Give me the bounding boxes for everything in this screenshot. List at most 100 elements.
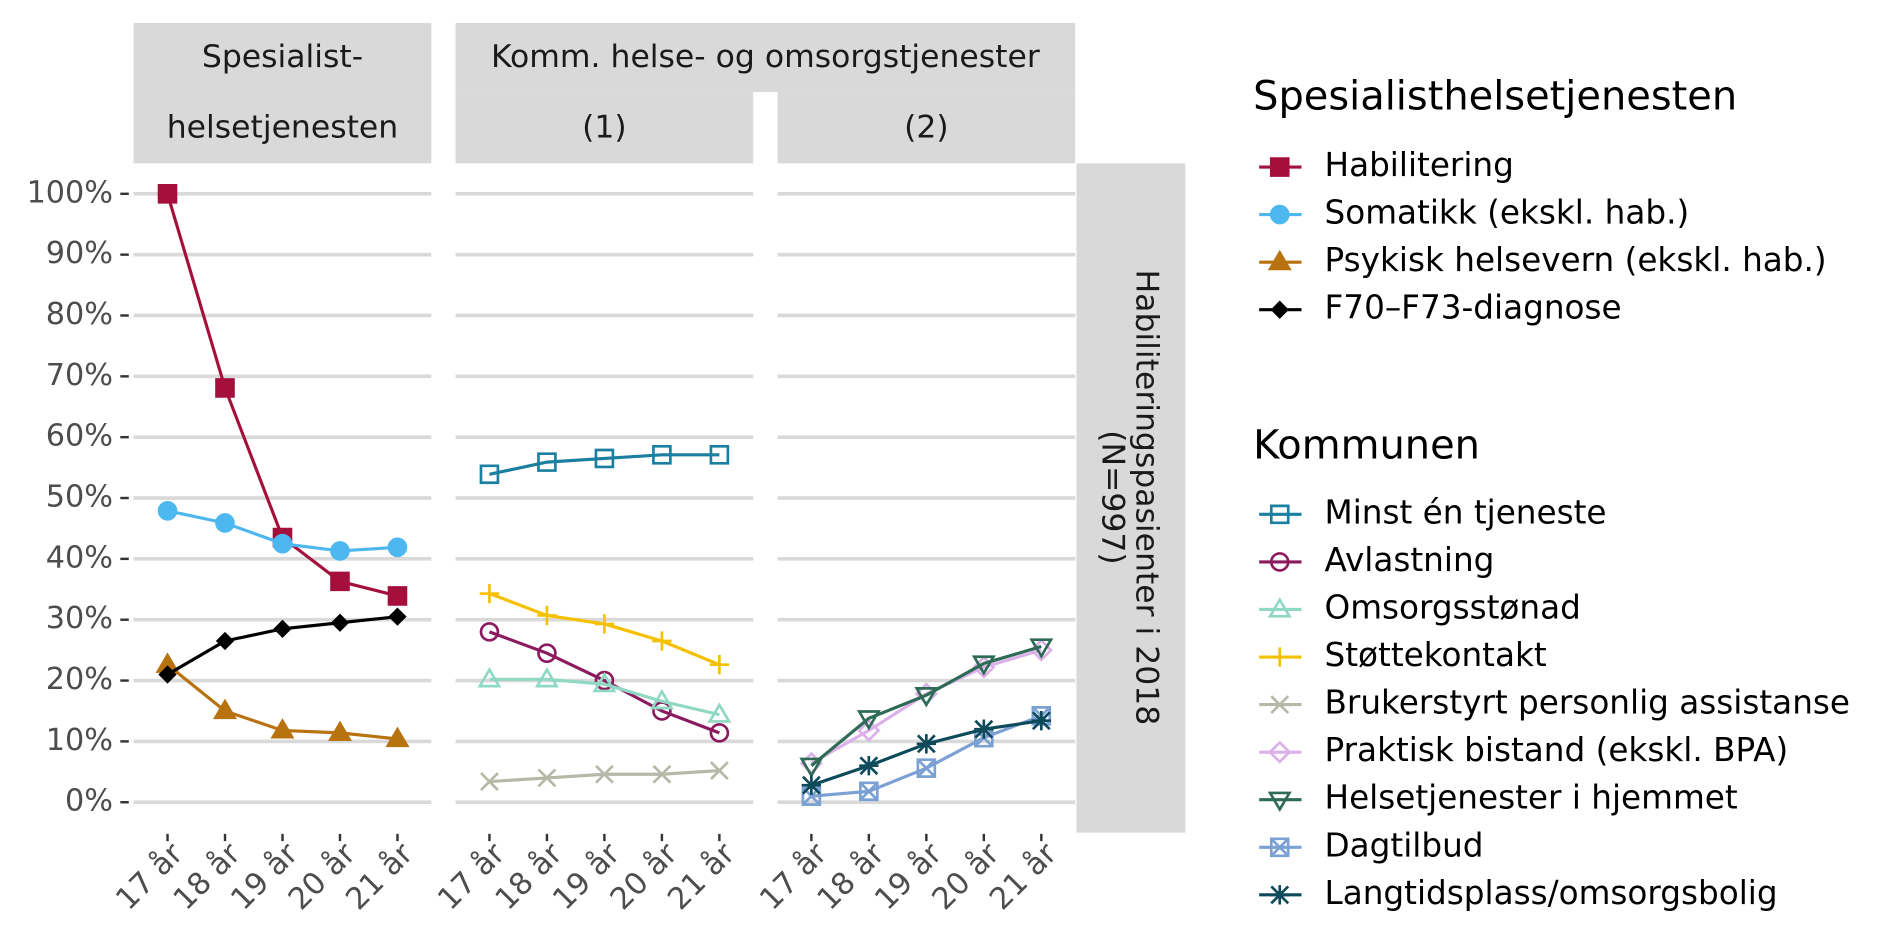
legend-key xyxy=(1269,837,1290,858)
legend-key xyxy=(1270,647,1290,667)
data-point xyxy=(480,772,499,791)
x-tick-label: 21 år xyxy=(339,836,420,917)
y-tick-label: 40% xyxy=(46,540,113,575)
legend-title: Kommunen xyxy=(1253,422,1480,468)
data-point xyxy=(537,605,557,626)
strip-label: (2) xyxy=(904,109,949,145)
data-point xyxy=(916,734,937,754)
data-point xyxy=(859,756,879,776)
legend-label: Somatikk (ekskl. hab.) xyxy=(1325,194,1690,232)
data-point xyxy=(272,533,293,554)
data-point xyxy=(270,718,295,739)
data-point xyxy=(709,655,730,675)
data-point xyxy=(974,719,994,739)
legend-label: Praktisk bistand (ekskl. BPA) xyxy=(1325,731,1789,769)
legend-label: Brukerstyrt personlig assistanse xyxy=(1325,684,1850,722)
data-point xyxy=(799,757,824,779)
legend-label: F70–F73-diagnose xyxy=(1325,289,1622,327)
legend-label: Psykisk helsevern (ekskl. hab.) xyxy=(1325,241,1827,279)
data-point xyxy=(537,768,557,788)
data-point xyxy=(652,631,672,651)
strip xyxy=(133,22,432,164)
legend-key xyxy=(1267,249,1292,271)
data-point xyxy=(330,571,350,592)
legend-label: Habilitering xyxy=(1325,146,1514,184)
data-point xyxy=(859,781,879,802)
data-point xyxy=(801,775,822,795)
series-line xyxy=(489,677,720,717)
data-point xyxy=(537,643,557,663)
data-point xyxy=(534,667,559,688)
data-point xyxy=(709,445,730,465)
data-point xyxy=(857,718,881,743)
data-point xyxy=(330,541,350,561)
legend-key xyxy=(1267,791,1292,813)
y-tick-label: 30% xyxy=(46,601,113,636)
legend-key xyxy=(1269,204,1290,225)
data-point xyxy=(709,761,729,781)
legend-key xyxy=(1267,597,1292,618)
legend-label: Omsorgsstønad xyxy=(1325,588,1581,626)
legend-label: Langtidsplass/omsorgsbolig xyxy=(1325,874,1778,912)
strip xyxy=(1076,163,1186,833)
strip-gap xyxy=(753,91,778,97)
data-point xyxy=(387,586,408,606)
data-point xyxy=(652,764,672,784)
data-point xyxy=(157,501,178,521)
data-point xyxy=(388,607,407,626)
data-point xyxy=(330,613,350,632)
data-point xyxy=(385,726,410,748)
strip-label: Spesialist- xyxy=(202,39,363,75)
y-tick-label: 90% xyxy=(46,236,113,271)
data-point xyxy=(212,698,238,720)
data-point xyxy=(594,448,615,469)
strip xyxy=(455,22,1076,95)
y-tick-label: 0% xyxy=(65,784,113,819)
y-tick-label: 50% xyxy=(46,480,113,515)
data-point xyxy=(595,764,614,784)
data-point xyxy=(652,701,672,721)
data-point xyxy=(215,631,235,651)
legend-label: Minst én tjeneste xyxy=(1325,493,1607,531)
legend-label: Dagtilbud xyxy=(1325,826,1484,864)
data-point xyxy=(1031,711,1052,731)
y-tick-label: 10% xyxy=(46,723,113,758)
data-point xyxy=(479,622,500,642)
strip-label: helsetjenesten xyxy=(167,109,398,145)
series-line xyxy=(811,714,1042,798)
legend-key xyxy=(1269,157,1290,177)
data-point xyxy=(709,723,730,743)
data-point xyxy=(594,614,615,634)
series-line xyxy=(810,644,1042,767)
data-point xyxy=(594,670,615,691)
data-point xyxy=(1029,638,1054,659)
legend-key xyxy=(1269,552,1290,572)
data-point xyxy=(215,378,235,398)
data-point xyxy=(387,537,408,558)
strip xyxy=(777,94,1076,164)
y-tick-label: 60% xyxy=(46,419,113,454)
data-point xyxy=(707,702,732,723)
data-point xyxy=(479,464,500,485)
data-point xyxy=(273,619,292,638)
legend-label: Støttekontakt xyxy=(1325,636,1547,674)
data-point xyxy=(327,720,352,741)
x-tick-label: 21 år xyxy=(983,836,1064,917)
data-point xyxy=(158,665,177,684)
legend-title: Spesialisthelsetjenesten xyxy=(1253,74,1737,120)
y-tick-label: 20% xyxy=(46,662,113,697)
legend-key xyxy=(1268,740,1292,764)
x-tick-label: 21 år xyxy=(661,836,742,917)
series-line xyxy=(488,630,720,735)
series-line xyxy=(489,453,720,476)
data-point xyxy=(215,513,235,533)
legend-label: Helsetjenester i hjemmet xyxy=(1325,779,1738,817)
data-point xyxy=(592,671,617,693)
y-tick-label: 100% xyxy=(27,175,113,210)
legend-key xyxy=(1270,885,1290,905)
data-point xyxy=(652,445,672,465)
y-tick-label: 80% xyxy=(46,297,113,332)
legend-key xyxy=(1270,300,1289,319)
